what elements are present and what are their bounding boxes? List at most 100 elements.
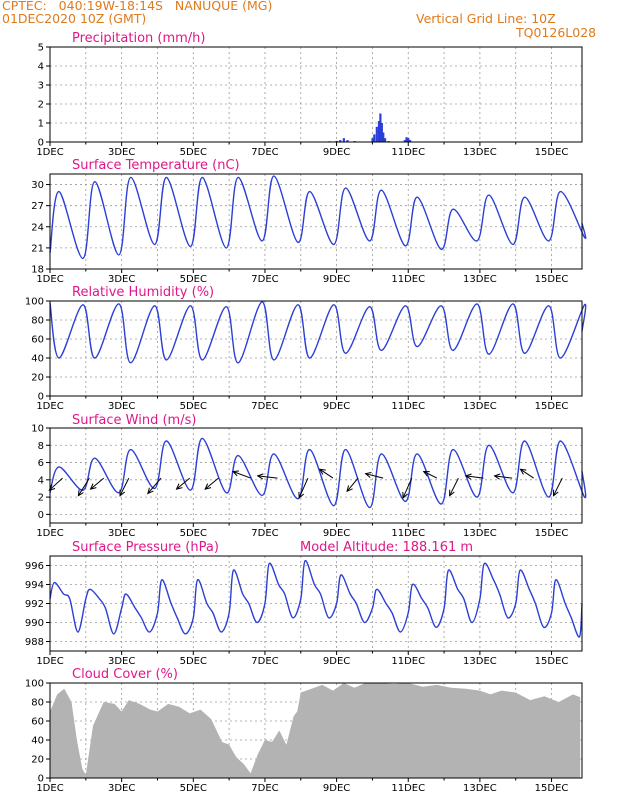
series-line: [49, 301, 587, 364]
precip-bar: [375, 126, 378, 142]
y-tick-label: 4: [38, 475, 44, 486]
x-tick-label: 11DEC: [391, 656, 425, 667]
y-tick-label: 80: [31, 698, 44, 709]
wind-arrow: [465, 475, 484, 479]
x-tick-label: 13DEC: [463, 274, 497, 285]
model-altitude-label: Model Altitude: 188.161 m: [300, 540, 473, 555]
y-tick-label: 0: [38, 392, 44, 403]
x-tick-label: 9DEC: [323, 401, 350, 412]
y-tick-label: 996: [25, 561, 44, 572]
wind-arrow-head: [318, 468, 326, 475]
x-tick-label: 11DEC: [391, 783, 425, 794]
x-tick-label: 1DEC: [36, 147, 63, 158]
precip-bar: [380, 123, 383, 142]
y-tick-label: 40: [31, 736, 44, 747]
y-tick-label: 2: [38, 100, 44, 111]
wind-arrow-head: [552, 489, 559, 497]
precip-bar: [382, 132, 385, 142]
panel-title: Surface Wind (m/s): [72, 413, 196, 428]
x-tick-label: 13DEC: [463, 783, 497, 794]
header-grid-note: Vertical Grid Line: 10Z: [416, 11, 556, 26]
wind-arrow: [449, 477, 459, 496]
precip-bar: [335, 140, 338, 142]
x-tick-label: 9DEC: [323, 147, 350, 158]
panel-0: 0 1 2 3 4 5 1DEC 3DEC 5DEC 7DEC 9DEC 11DEC 13DEC 15DE…: [36, 31, 583, 158]
y-tick-label: 6: [38, 458, 44, 469]
panel-title: Relative Humidity (%): [72, 285, 214, 300]
wind-arrow: [365, 473, 384, 479]
panel-title: Surface Temperature (nC): [72, 158, 240, 173]
panel-4: 988 990 992 994 996 1DEC 3DEC 5DEC 7DEC 9DEC 11DEC…: [25, 540, 583, 667]
panel-frame: [49, 682, 583, 779]
y-tick-label: 100: [25, 679, 44, 690]
x-tick-label: 1DEC: [36, 528, 63, 539]
x-tick-label: 5DEC: [180, 656, 207, 667]
panel-2: 0 20 40 60 80 100 1DEC 3DEC 5DEC 7DEC 9DEC 11DEC 13D…: [25, 285, 587, 412]
precip-bar: [379, 113, 382, 142]
panel-frame: [49, 173, 583, 270]
x-tick-label: 1DEC: [36, 783, 63, 794]
header-station: CPTEC: 040:19W-18:14S NANUQUE (MG): [2, 0, 273, 13]
y-tick-label: 40: [31, 354, 44, 365]
y-tick-label: 18: [31, 265, 44, 276]
y-tick-label: 2: [38, 493, 44, 504]
cloud-area: [50, 683, 581, 778]
x-tick-label: 3DEC: [108, 528, 135, 539]
wind-arrow: [494, 475, 513, 479]
wind-arrow: [553, 477, 563, 496]
x-tick-label: 3DEC: [108, 274, 135, 285]
panel-1: 18 21 24 27 30 1DEC 3DEC 5DEC 7DEC 9DEC 11DEC 13DEC…: [31, 158, 587, 285]
y-tick-label: 990: [25, 618, 44, 629]
y-tick-label: 10: [31, 424, 44, 435]
x-tick-label: 5DEC: [180, 528, 207, 539]
x-tick-label: 11DEC: [391, 528, 425, 539]
precip-bar: [383, 138, 387, 142]
x-tick-label: 15DEC: [535, 274, 569, 285]
panel-5: 0 20 40 60 80 100 1DEC 3DEC 5DEC 7DEC 9DEC 11DEC 13D…: [25, 667, 583, 794]
y-tick-label: 27: [31, 201, 44, 212]
wind-arrow-head: [119, 489, 126, 497]
series-line: [49, 437, 587, 509]
y-tick-label: 992: [25, 599, 44, 610]
x-tick-label: 15DEC: [535, 656, 569, 667]
x-tick-label: 11DEC: [391, 401, 425, 412]
wind-arrow: [423, 471, 438, 479]
x-tick-label: 7DEC: [251, 147, 278, 158]
wind-arrow-head: [48, 484, 56, 491]
wind-arrow: [77, 477, 90, 496]
y-tick-label: 60: [31, 335, 44, 346]
wind-arrow-head: [231, 470, 240, 477]
precip-bar: [371, 138, 374, 142]
wind-arrow: [298, 477, 309, 499]
x-tick-label: 9DEC: [323, 656, 350, 667]
wind-arrow-head: [519, 468, 527, 475]
wind-arrow-head: [175, 483, 183, 490]
wind-arrow-head: [147, 487, 154, 495]
y-tick-label: 0: [38, 138, 44, 149]
precip-bar: [407, 138, 410, 142]
panel-title: Surface Pressure (hPa): [72, 540, 219, 555]
x-tick-label: 15DEC: [535, 783, 569, 794]
wind-arrow: [257, 475, 278, 479]
y-tick-label: 0: [38, 774, 44, 785]
panel-frame: [49, 300, 583, 397]
x-tick-label: 1DEC: [36, 274, 63, 285]
wind-arrow-head: [449, 489, 455, 497]
x-tick-label: 7DEC: [251, 274, 278, 285]
x-tick-label: 5DEC: [180, 783, 207, 794]
panel-title: Cloud Cover (%): [72, 667, 178, 682]
x-tick-label: 11DEC: [391, 274, 425, 285]
wind-arrow: [49, 477, 63, 491]
wind-arrow-head: [402, 491, 408, 499]
x-tick-label: 7DEC: [251, 528, 278, 539]
precip-bar: [377, 121, 381, 142]
wind-arrow-head: [77, 489, 84, 497]
precip-bar: [342, 138, 345, 142]
y-tick-label: 24: [31, 222, 44, 233]
y-tick-label: 60: [31, 717, 44, 728]
wind-arrow: [119, 477, 130, 496]
header-code: TQ0126L028: [516, 25, 597, 40]
x-tick-label: 1DEC: [36, 401, 63, 412]
x-tick-label: 5DEC: [180, 274, 207, 285]
y-tick-label: 5: [38, 43, 44, 54]
